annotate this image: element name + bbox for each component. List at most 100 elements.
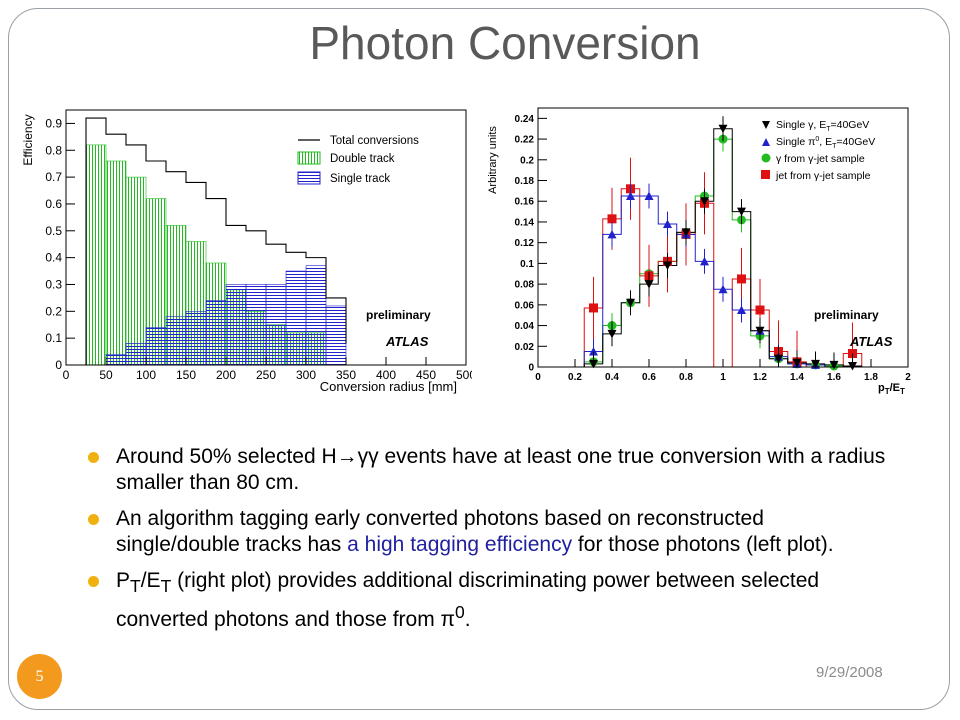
bar-vhatch <box>125 176 147 366</box>
y-tick-label: 0.2 <box>45 304 62 318</box>
x-tick-label: 0.2 <box>568 372 582 383</box>
bullet-item: Around 50% selected H→γγ events have at … <box>88 444 888 496</box>
y-tick-label: 0.6 <box>45 197 62 211</box>
x-tick-label: 450 <box>416 368 436 382</box>
bar-hhatch <box>205 300 227 366</box>
marker-triangle-down <box>737 207 746 217</box>
x-tick-label: 300 <box>296 368 316 382</box>
y-tick-label: 0.18 <box>515 176 535 187</box>
y-tick-label: 0.1 <box>520 259 534 270</box>
bar-hhatch <box>185 311 207 366</box>
marker-square <box>589 303 598 313</box>
x-tick-label: 400 <box>376 368 396 382</box>
x-axis-label: Conversion radius [mm] <box>320 379 457 394</box>
y-tick-label: 0.8 <box>45 143 62 157</box>
legend: Single γ, ET=40GeV Single π0, ET=40GeV γ… <box>761 119 875 182</box>
legend-gamma-jet: γ from γ-jet sample <box>776 153 865 165</box>
marker-square <box>607 214 617 224</box>
legend-marker-single-pi0 <box>762 138 770 146</box>
legend-marker-gamma-jet <box>761 153 771 163</box>
y-tick-label: 0.16 <box>515 197 535 208</box>
bar-hhatch <box>245 284 267 366</box>
y-tick-label: 0.04 <box>515 321 535 332</box>
marker-triangle-down <box>681 228 691 237</box>
y-tick-label: 0.24 <box>515 114 535 125</box>
total-conversions-line <box>85 117 347 365</box>
bar-hhatch <box>265 284 287 366</box>
highlight-text: a high tagging efficiency <box>347 533 573 556</box>
efficiency-histogram: 0 50 100 150 200 250 300 350 400 450 500 0 0.1 0.2 0.3… <box>21 109 472 394</box>
legend-jet-gamma: jet from γ-jet sample <box>775 170 871 182</box>
x-tick-label: 0 <box>535 372 541 383</box>
legend-single-gamma: Single γ, ET=40GeV <box>776 119 869 133</box>
marker-triangle-down <box>663 261 672 270</box>
marker-triangle-up <box>607 229 617 239</box>
y-tick-label: 0 <box>528 363 534 374</box>
bar-hhatch <box>145 327 167 366</box>
marker-triangle-down <box>700 197 709 206</box>
y-tick-label: 0.5 <box>45 224 62 238</box>
marker-triangle-down <box>811 359 820 369</box>
marker-triangle-up <box>700 256 709 266</box>
y-tick-label: 0.02 <box>515 342 535 353</box>
legend-marker-single-gamma <box>762 121 770 129</box>
x-tick-label: 100 <box>136 368 156 382</box>
bar-hhatch <box>285 270 307 366</box>
x-tick-label: 1.8 <box>864 372 878 383</box>
y-tick-label: 0.14 <box>515 217 535 228</box>
y-tick-label: 0.7 <box>45 170 62 184</box>
atlas-label: ATLAS <box>849 334 893 349</box>
y-tick-label: 0.12 <box>515 238 535 249</box>
marker-triangle-down <box>626 298 635 308</box>
marker-triangle-down <box>755 326 765 336</box>
marker-triangle-up <box>718 284 728 294</box>
x-tick-label: 1.6 <box>827 372 841 383</box>
marker-triangle-down <box>589 359 598 369</box>
marker-triangle-down <box>644 280 654 289</box>
marker-triangle-down <box>607 329 617 339</box>
bullet-item: An algorithm tagging early converted pho… <box>88 506 888 558</box>
marker-triangle-up <box>737 305 746 315</box>
marker-square <box>737 274 746 284</box>
x-tick-label: 350 <box>336 368 356 382</box>
y-tick-label: 0.22 <box>515 135 535 146</box>
legend-single: Single track <box>330 173 390 185</box>
y-tick-label: 0.08 <box>515 280 535 291</box>
y-tick-label: 0.3 <box>45 277 62 291</box>
marker-triangle-down <box>848 361 857 371</box>
marker-triangle-up <box>644 191 654 201</box>
x-tick-label: 2 <box>905 372 911 383</box>
x-tick-label: 200 <box>216 368 236 382</box>
y-axis-label: Arbitrary units <box>487 126 499 194</box>
y-tick-label: 0 <box>55 358 62 372</box>
legend-double: Double track <box>330 153 395 165</box>
y-axis-label: Efficiency <box>21 114 35 165</box>
marker-triangle-up <box>589 346 598 356</box>
bullet-list: Around 50% selected H→γγ events have at … <box>88 444 888 643</box>
bar-vhatch <box>105 160 127 366</box>
bar-hhatch <box>125 343 147 366</box>
x-tick-label: 0.4 <box>605 372 619 383</box>
slide-title: Photon Conversion <box>309 17 701 69</box>
legend-swatch-single <box>297 171 321 185</box>
y-tick-label: 0.4 <box>45 251 62 265</box>
x-tick-label: 500 <box>456 368 472 382</box>
legend-total: Total conversions <box>330 135 419 147</box>
x-tick-label: 0.8 <box>679 372 693 383</box>
x-tick-label: 0.6 <box>642 372 656 383</box>
legend-single-pi0: Single π0, ET=40GeV <box>776 136 875 150</box>
slide-number-badge: 5 <box>17 654 62 699</box>
marker-triangle-up <box>626 191 635 201</box>
x-tick-label: 1.2 <box>753 372 767 383</box>
marker-square <box>848 349 857 359</box>
bar-hhatch <box>325 305 347 366</box>
x-tick-label: 1.4 <box>790 372 804 383</box>
x-axis-label: pT/ET <box>878 382 905 396</box>
pt-et-histogram: 0 0.2 0.4 0.6 0.8 1 1.2 1.4 1.6 1.8 2 0 0.02 0.04 0.06… <box>487 107 911 396</box>
bar-vhatch <box>85 144 107 366</box>
bar-hhatch <box>165 316 187 366</box>
bullet-dot <box>88 576 99 587</box>
bar-hhatch <box>225 284 247 366</box>
x-tick-label: 1 <box>720 372 726 383</box>
